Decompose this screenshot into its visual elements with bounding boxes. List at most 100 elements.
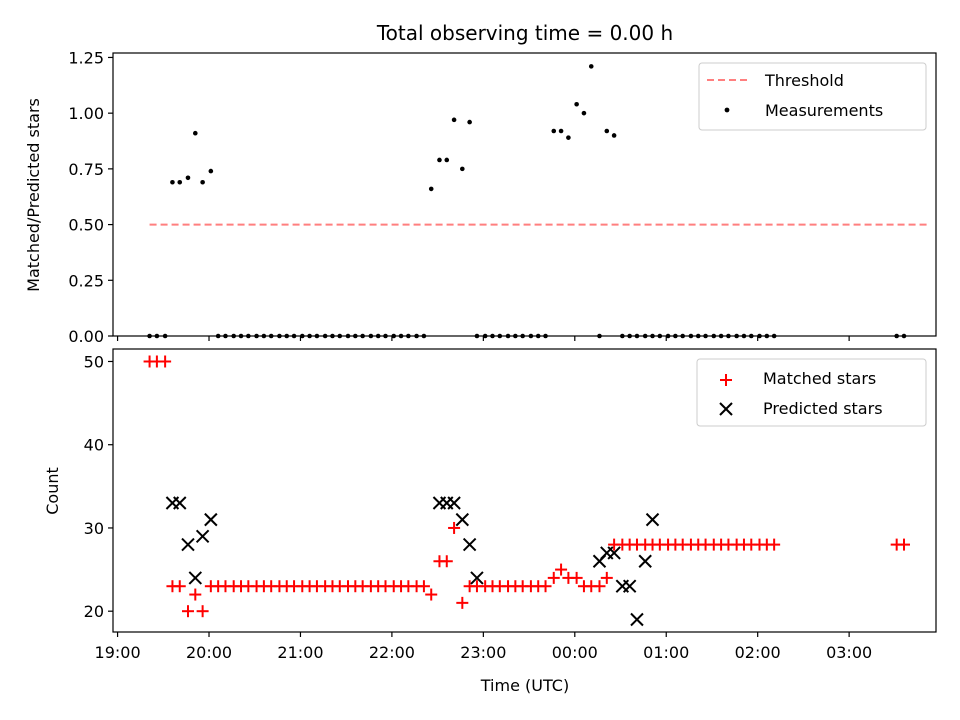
matched-star-marker [196,605,209,618]
measurement-point [337,333,343,339]
measurement-point [611,133,617,138]
matched-star-marker [425,588,438,601]
matched-star-marker [570,571,583,584]
measurement-point [490,333,495,339]
measurement-point [627,333,632,339]
measurement-point [588,64,594,69]
x-axis-label: Time (UTC) [480,676,569,695]
measurement-point [154,333,160,339]
measurement-point [620,333,625,339]
measurement-point [254,333,259,339]
measurement-points [147,64,907,339]
measurement-point [543,333,548,339]
bottom-x-ticks: 19:00 20:00 21:00 22:00 23:00 00:00 01:00 02:00… [95,632,872,662]
measurement-point [460,166,465,172]
measurement-point [474,333,480,339]
measurement-point [444,157,450,163]
top-y-tick-label: 0.75 [68,160,104,179]
measurement-point [665,333,671,339]
measurement-point [414,333,419,339]
predicted-star-marker [173,496,187,510]
measurement-point [406,333,411,339]
x-tick-label: 19:00 [95,643,141,662]
legend-measurements-swatch [724,107,730,113]
predicted-star-marker [447,496,461,510]
measurement-point [901,333,907,339]
measurement-point [185,175,191,181]
measurement-point [238,333,244,339]
top-y-tick-label: 1.25 [68,48,104,67]
measurement-point [718,333,724,339]
measurement-point [688,333,694,339]
bottom-y-tick-label: 30 [84,519,104,538]
top-y-tick-label: 1.00 [68,104,104,123]
measurement-point [535,333,541,339]
bottom-y-ticks: 20 30 40 50 [84,352,113,621]
measurement-point [383,333,388,339]
matched-star-marker [181,605,194,618]
measurement-point [597,333,602,339]
measurement-point [642,333,648,339]
legend-matched-label: Matched stars [763,369,876,388]
measurement-point [246,333,251,339]
top-y-ticks: 0.00 0.25 0.50 0.75 1.00 1.25 [68,48,113,346]
x-tick-label: 01:00 [643,643,689,662]
measurement-point [215,333,221,339]
matched-star-marker [448,521,461,534]
chart-title: Total observing time = 0.00 h [376,21,673,45]
top-axes: 0.00 0.25 0.50 0.75 1.00 1.25 Matched/Predict… [24,48,937,346]
measurement-point [574,101,579,107]
measurement-point [398,333,404,339]
top-y-tick-label: 0.50 [68,216,104,235]
measurement-point [345,333,351,339]
matched-star-marker [897,538,910,551]
measurement-point [200,179,205,185]
measurement-point [451,117,457,123]
measurement-point [764,333,770,339]
top-y-tick-label: 0.25 [68,271,104,290]
predicted-stars-points [165,496,660,627]
matched-star-marker [768,538,781,551]
predicted-star-marker [470,571,484,585]
measurement-point [261,333,267,339]
top-y-tick-label: 0.00 [68,327,104,346]
predicted-star-marker [622,579,637,593]
bottom-legend: Matched stars Predicted stars [696,358,927,427]
measurement-point [291,333,297,339]
measurement-point [673,333,678,339]
bottom-y-axis-label: Count [43,467,62,515]
measurement-point [520,333,525,339]
matched-star-marker [555,563,568,576]
measurement-point [170,179,175,185]
measurement-point [741,333,747,339]
predicted-star-marker [455,512,470,527]
measurement-point [680,333,685,339]
top-legend: Threshold Measurements [698,62,927,131]
measurement-point [711,333,717,339]
predicted-star-marker [204,512,218,527]
matched-star-marker [539,580,552,593]
bottom-legend-box [696,358,927,427]
measurement-point [307,333,312,339]
measurement-point [322,333,328,339]
measurement-point [391,333,397,339]
measurement-point [162,333,168,339]
measurement-point [894,333,899,339]
measurement-point [231,333,237,339]
measurement-point [757,333,762,339]
predicted-star-marker [645,512,660,527]
legend-matched-swatch [720,374,732,386]
measurement-point [193,130,198,136]
predicted-star-marker [607,546,621,560]
predicted-star-marker [195,529,210,543]
matched-star-marker [417,580,430,593]
bottom-y-tick-label: 40 [84,436,104,455]
predicted-star-marker [181,537,195,552]
legend-threshold-label: Threshold [764,71,844,90]
bottom-y-tick-label: 20 [84,602,104,621]
measurement-point [177,179,183,185]
predicted-star-marker [188,571,203,585]
matched-star-marker [547,571,560,584]
measurement-point [147,333,152,339]
x-tick-label: 03:00 [826,643,872,662]
